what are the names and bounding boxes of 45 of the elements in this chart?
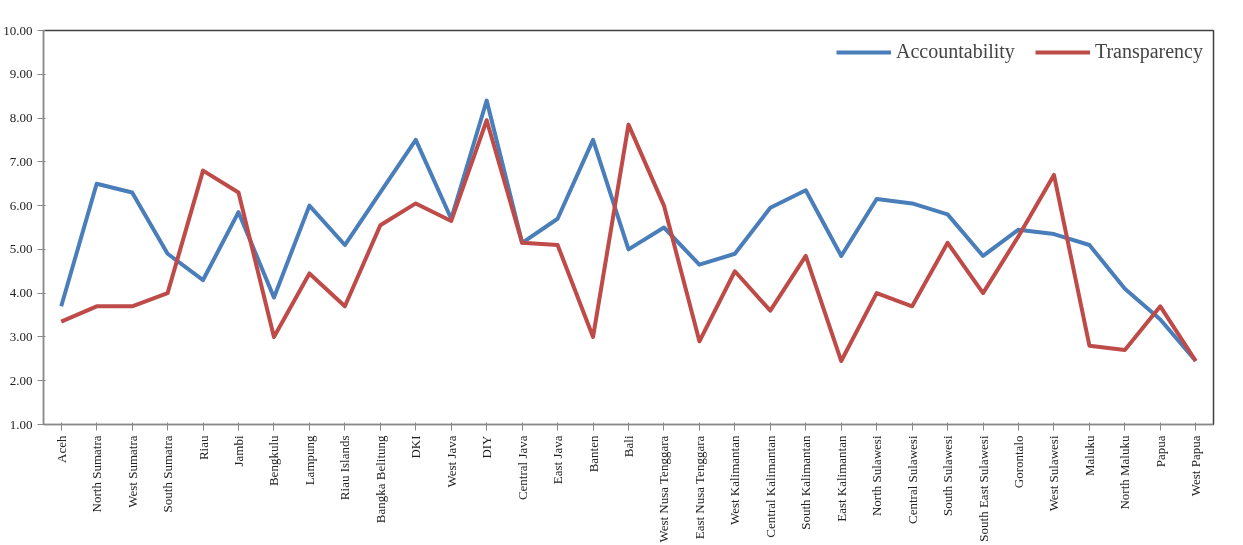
x-tick-label: West Nusa Tenggara	[656, 435, 672, 543]
x-tick-label: East Kalimantan	[833, 435, 849, 522]
y-tick-label: 7.00	[9, 153, 33, 169]
y-tick-label: 3.00	[9, 328, 33, 344]
y-tick-label: 10.00	[3, 22, 33, 38]
y-tick-label: 6.00	[9, 197, 33, 213]
x-tick-label: Bali	[621, 435, 636, 458]
x-tick-label: West Papua	[1188, 435, 1204, 497]
x-tick-label: DKI	[408, 435, 424, 459]
x-tick-label: Banten	[585, 435, 601, 473]
legend-label: Accountability	[896, 40, 1015, 63]
x-tick-label: East Nusa Tenggara	[691, 435, 707, 540]
x-tick-label: West Java	[443, 435, 459, 488]
x-tick-label: DIY	[479, 434, 495, 459]
y-tick-label: 4.00	[9, 285, 33, 301]
x-tick-label: East Java	[550, 435, 566, 485]
x-tick-label: Central Kalimantan	[762, 435, 778, 538]
x-tick-label: West Sulawesi	[1046, 435, 1062, 512]
y-tick-label: 1.00	[9, 416, 33, 432]
x-tick-label: South Sumatra	[160, 435, 176, 513]
x-tick-label: Aceh	[53, 435, 69, 463]
x-tick-label: Riau Islands	[337, 435, 353, 501]
x-tick-label: North Sulawesi	[869, 435, 885, 517]
x-tick-label: Gorontalo	[1011, 435, 1026, 489]
x-tick-label: Central Java	[514, 435, 530, 501]
y-tick-label: 2.00	[9, 372, 33, 388]
x-tick-label: South Kalimantan	[798, 435, 814, 530]
x-tick-label: North Maluku	[1117, 435, 1133, 510]
x-tick-label: South East Sulawesi	[975, 435, 991, 542]
x-tick-label: Papua	[1152, 435, 1168, 468]
x-tick-label: Central Sulawesi	[904, 435, 920, 524]
y-tick-label: 8.00	[9, 110, 33, 126]
x-tick-label: North Sumatra	[89, 435, 105, 513]
y-tick-label: 5.00	[9, 241, 33, 257]
x-tick-label: Riau	[195, 435, 211, 461]
x-tick-label: Maluku	[1081, 435, 1097, 476]
y-tick-label: 9.00	[9, 66, 33, 82]
legend-label: Transparency	[1094, 40, 1203, 63]
x-tick-label: West Kalimantan	[727, 435, 743, 526]
x-tick-label: Bengkulu	[266, 435, 282, 487]
x-tick-label: South Sulawesi	[940, 435, 956, 517]
x-tick-label: Jambi	[231, 435, 246, 467]
x-tick-label: West Sumatra	[124, 435, 140, 508]
x-tick-label: Lampung	[301, 435, 317, 486]
x-tick-label: Bangka Belitung	[372, 435, 388, 524]
